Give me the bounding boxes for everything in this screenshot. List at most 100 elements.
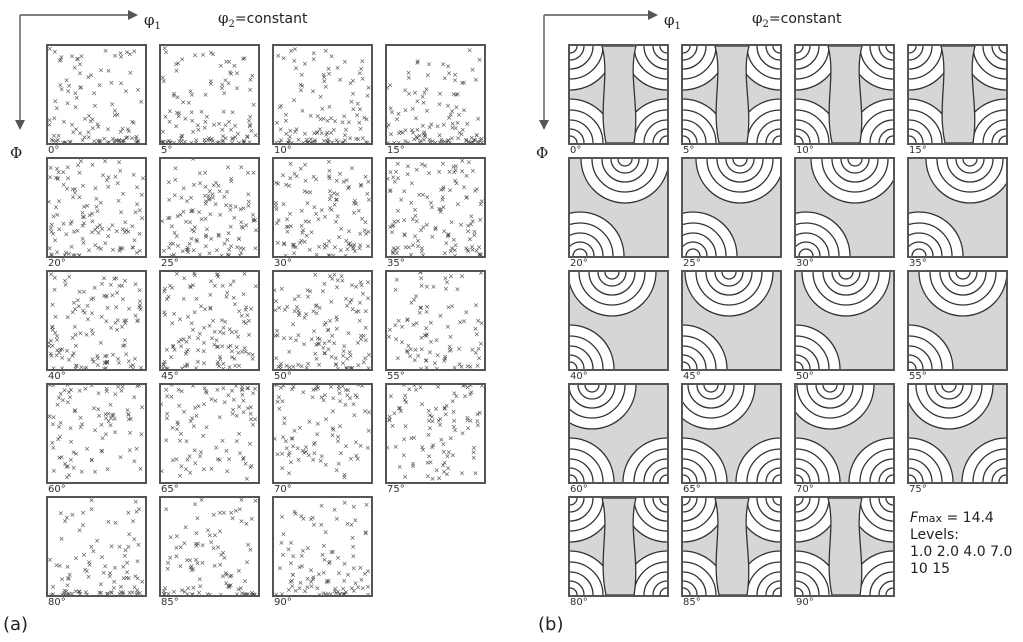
scatter-point: ×	[191, 181, 197, 189]
scatter-point: ×	[475, 138, 481, 143]
scatter-point: ×	[85, 316, 91, 324]
scatter-point: ×	[363, 139, 369, 143]
scatter-point: ×	[208, 305, 214, 313]
scatter-point: ×	[218, 591, 224, 595]
scatter-point: ×	[355, 136, 361, 143]
scatter-point: ×	[355, 308, 361, 316]
scatter-point: ×	[81, 288, 87, 296]
scatter-point: ×	[199, 559, 205, 567]
scatter-point: ×	[208, 278, 214, 286]
contour-section-1	[681, 44, 782, 145]
scatter-point: ×	[185, 584, 191, 592]
scatter-point: ×	[250, 591, 256, 595]
scatter-point: ×	[219, 252, 225, 256]
scatter-point: ×	[165, 365, 171, 369]
scatter-point: ×	[90, 161, 96, 169]
scatter-point: ×	[401, 231, 407, 239]
scatter-point: ×	[170, 240, 176, 248]
scatter-point: ×	[220, 360, 226, 368]
scatter-point: ×	[392, 321, 398, 329]
scatter-point: ×	[467, 390, 473, 398]
scatter-point: ×	[417, 272, 423, 277]
scatter-point: ×	[447, 168, 453, 176]
scatter-point: ×	[228, 582, 234, 590]
scatter-point: ×	[243, 221, 249, 229]
scatter-point: ×	[98, 245, 104, 253]
scatter-point: ×	[247, 139, 253, 144]
scatter-point: ×	[104, 177, 110, 185]
contour-band	[714, 498, 750, 595]
scatter-point: ×	[219, 317, 225, 325]
scatter-point: ×	[74, 94, 80, 102]
scatter-point: ×	[167, 139, 173, 143]
scatter-point: ×	[397, 405, 403, 413]
scatter-point: ×	[407, 353, 413, 361]
scatter-point: ×	[48, 228, 54, 236]
scatter-point: ×	[343, 126, 349, 134]
scatter-point: ×	[329, 206, 335, 214]
scatter-point: ×	[274, 591, 279, 595]
scatter-point: ×	[419, 161, 425, 169]
scatter-point: ×	[310, 573, 316, 581]
scatter-point: ×	[290, 321, 296, 329]
contour-ring	[796, 361, 804, 369]
scatter-point: ×	[208, 77, 214, 85]
scatter-point: ×	[388, 104, 394, 112]
scatter-point: ×	[237, 449, 243, 457]
scatter-point: ×	[291, 57, 297, 65]
scatter-point: ×	[406, 385, 412, 393]
scatter-point: ×	[302, 130, 308, 138]
scatter-point: ×	[245, 590, 251, 595]
scatter-point: ×	[65, 100, 71, 108]
scatter-point: ×	[288, 539, 294, 547]
scatter-point: ×	[136, 541, 142, 549]
scatter-point: ×	[212, 328, 218, 336]
scatter-point: ×	[57, 433, 63, 441]
scatter-point: ×	[445, 233, 451, 241]
scatter-point: ×	[292, 128, 298, 136]
scatter-point: ×	[426, 60, 432, 68]
scatter-point: ×	[300, 447, 306, 455]
scatter-point: ×	[329, 332, 335, 340]
scatter-point: ×	[452, 177, 458, 185]
contour-band	[827, 498, 863, 595]
scatter-point: ×	[391, 218, 397, 226]
scatter-point: ×	[292, 296, 298, 304]
scatter-point: ×	[48, 337, 54, 345]
scatter-point: ×	[320, 551, 326, 559]
scatter-point: ×	[343, 589, 349, 595]
scatter-point: ×	[53, 174, 59, 182]
scatter-point: ×	[54, 165, 60, 173]
scatter-point: ×	[211, 121, 217, 129]
scatter-point: ×	[293, 64, 299, 72]
scatter-point: ×	[465, 385, 471, 391]
scatter-point: ×	[178, 336, 184, 344]
scatter-point: ×	[450, 452, 456, 460]
scatter-point: ×	[130, 517, 136, 525]
scatter-point: ×	[406, 69, 412, 77]
scatter-point: ×	[231, 294, 237, 302]
scatter-point: ×	[50, 342, 56, 350]
scatter-point: ×	[107, 570, 113, 578]
scatter-point: ×	[345, 571, 351, 579]
scatter-point: ×	[253, 282, 258, 290]
scatter-point: ×	[72, 365, 78, 369]
scatter-point: ×	[251, 217, 257, 225]
scatter-point: ×	[199, 216, 205, 224]
scatter-point: ×	[95, 244, 101, 252]
scatter-point: ×	[161, 360, 167, 368]
scatter-point: ×	[317, 336, 323, 344]
scatter-point: ×	[333, 313, 339, 321]
scatter-point: ×	[354, 393, 360, 401]
scatter-point: ×	[337, 170, 343, 178]
scatter-point: ×	[335, 433, 341, 441]
scatter-point: ×	[173, 456, 179, 464]
scatter-point: ×	[225, 344, 231, 352]
scatter-point: ×	[62, 252, 68, 256]
scatter-point: ×	[127, 447, 133, 455]
scatter-point: ×	[112, 429, 118, 437]
scatter-point: ×	[395, 175, 401, 183]
scatter-point: ×	[326, 172, 332, 180]
scatter-point: ×	[56, 169, 62, 177]
scatter-point: ×	[479, 197, 484, 205]
